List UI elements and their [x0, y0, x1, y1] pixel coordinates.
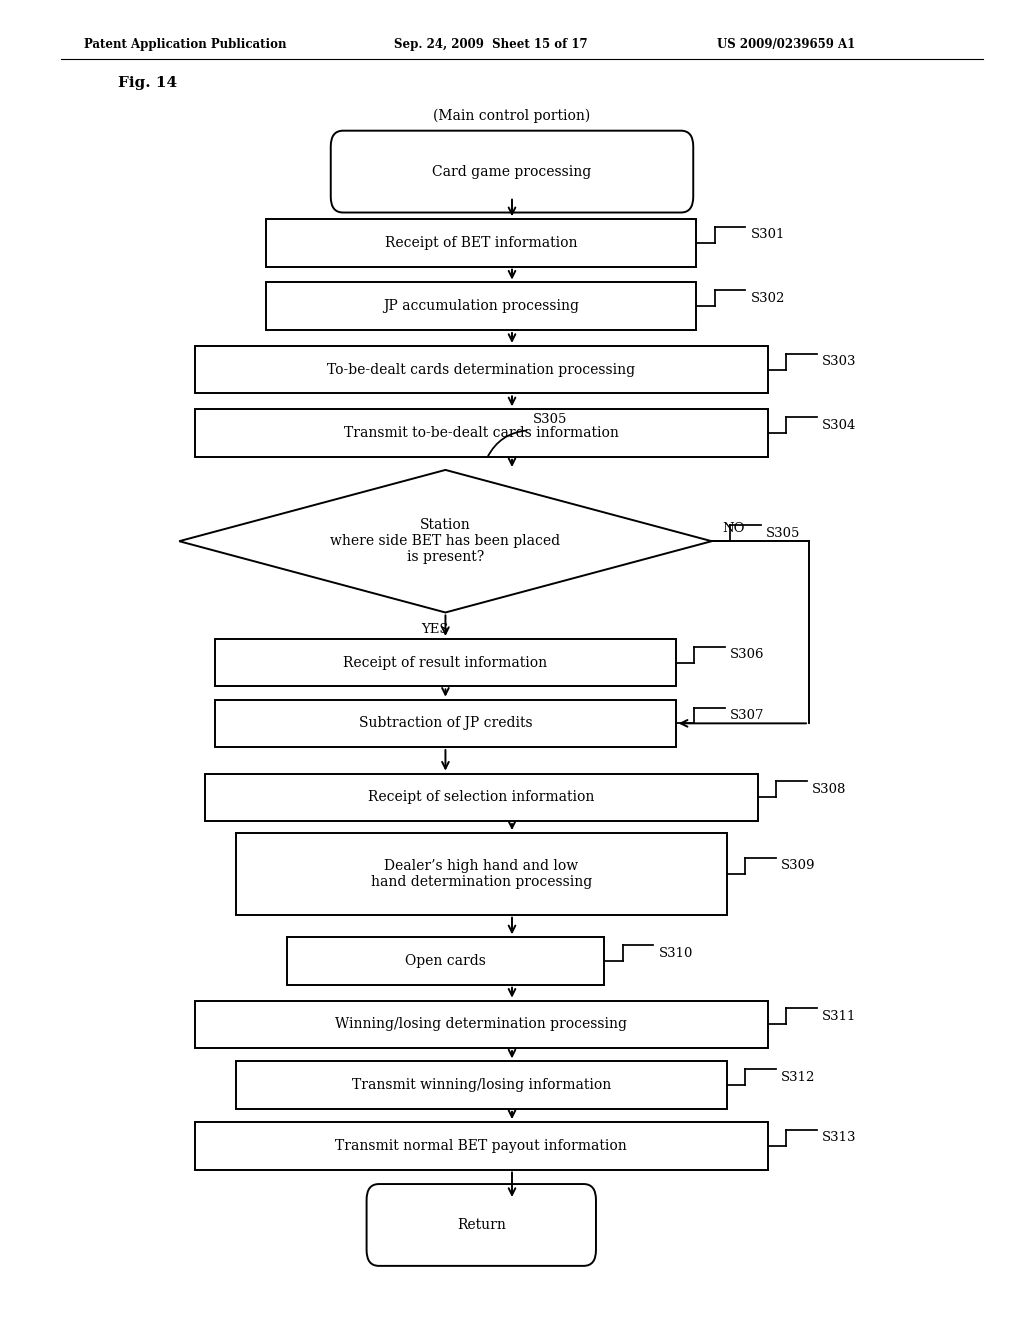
Text: To-be-dealt cards determination processing: To-be-dealt cards determination processi… — [328, 363, 635, 376]
Text: Winning/losing determination processing: Winning/losing determination processing — [335, 1018, 628, 1031]
Text: S305: S305 — [532, 413, 567, 426]
Text: S313: S313 — [822, 1131, 857, 1144]
Text: S307: S307 — [730, 709, 765, 722]
Text: Transmit normal BET payout information: Transmit normal BET payout information — [336, 1139, 627, 1152]
Bar — [205, 774, 758, 821]
Text: Receipt of result information: Receipt of result information — [343, 656, 548, 669]
Text: YES: YES — [422, 623, 449, 636]
Bar — [215, 700, 676, 747]
Text: S302: S302 — [751, 292, 785, 305]
FancyBboxPatch shape — [367, 1184, 596, 1266]
Bar — [195, 346, 768, 393]
Bar — [236, 833, 727, 915]
Text: Return: Return — [457, 1218, 506, 1232]
Text: S306: S306 — [730, 648, 765, 661]
Text: JP accumulation processing: JP accumulation processing — [383, 300, 580, 313]
Bar — [266, 219, 696, 267]
Text: S301: S301 — [751, 228, 785, 242]
Text: S309: S309 — [781, 859, 816, 873]
Bar — [215, 639, 676, 686]
Text: Receipt of BET information: Receipt of BET information — [385, 236, 578, 249]
Bar — [195, 1001, 768, 1048]
Text: Subtraction of JP credits: Subtraction of JP credits — [358, 717, 532, 730]
Bar — [195, 1122, 768, 1170]
Text: Receipt of selection information: Receipt of selection information — [368, 791, 595, 804]
Text: S304: S304 — [822, 418, 857, 432]
Text: S310: S310 — [658, 946, 693, 960]
Text: S303: S303 — [822, 355, 857, 368]
Text: S308: S308 — [812, 783, 847, 796]
Text: NO: NO — [722, 521, 744, 535]
Text: Dealer’s high hand and low
hand determination processing: Dealer’s high hand and low hand determin… — [371, 859, 592, 888]
Text: Sep. 24, 2009  Sheet 15 of 17: Sep. 24, 2009 Sheet 15 of 17 — [394, 38, 588, 51]
Text: Transmit winning/losing information: Transmit winning/losing information — [351, 1078, 611, 1092]
Text: (Main control portion): (Main control portion) — [433, 110, 591, 123]
Polygon shape — [179, 470, 712, 612]
Text: US 2009/0239659 A1: US 2009/0239659 A1 — [717, 38, 855, 51]
Text: Station
where side BET has been placed
is present?: Station where side BET has been placed i… — [331, 517, 560, 565]
Text: S311: S311 — [822, 1010, 857, 1023]
Text: Card game processing: Card game processing — [432, 165, 592, 178]
Text: Transmit to-be-dealt cards information: Transmit to-be-dealt cards information — [344, 426, 618, 440]
Bar — [287, 937, 604, 985]
Bar — [266, 282, 696, 330]
Bar — [195, 409, 768, 457]
Text: Open cards: Open cards — [406, 954, 485, 968]
Text: Fig. 14: Fig. 14 — [118, 77, 177, 90]
Text: S312: S312 — [781, 1071, 816, 1084]
Text: S305: S305 — [766, 527, 801, 540]
Bar — [236, 1061, 727, 1109]
Text: Patent Application Publication: Patent Application Publication — [84, 38, 287, 51]
FancyBboxPatch shape — [331, 131, 693, 213]
